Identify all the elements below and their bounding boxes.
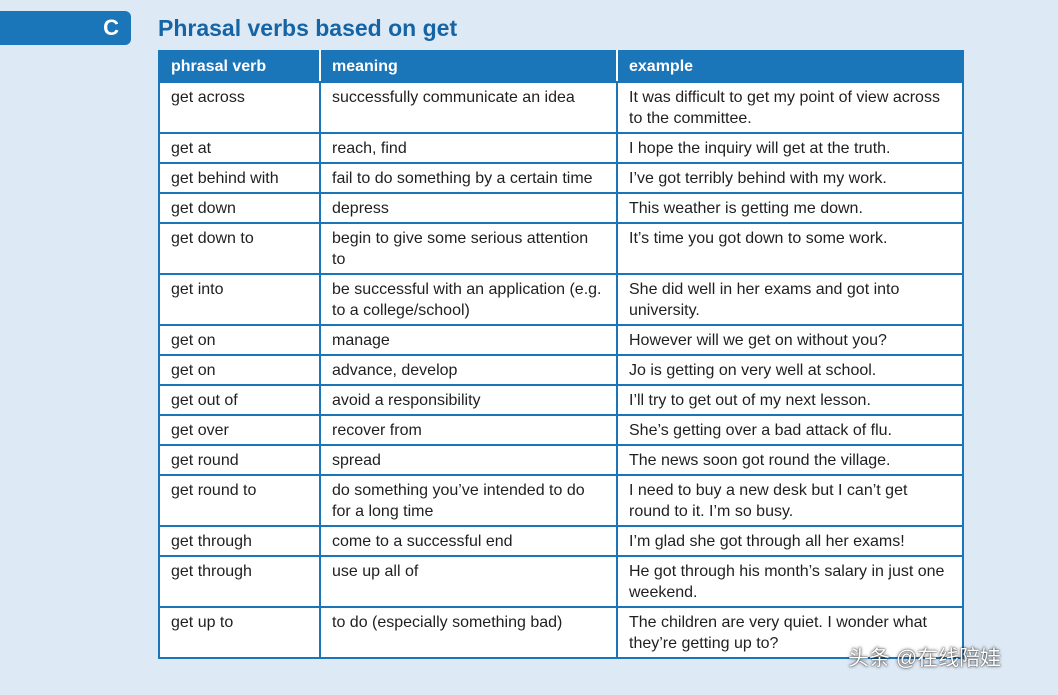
table-row: get round to do something you’ve intende… xyxy=(158,474,964,527)
example-cell: However will we get on without you? xyxy=(616,324,964,356)
table-header-row: phrasal verb meaning example xyxy=(158,50,964,83)
phrasal-verb-cell: get up to xyxy=(158,606,321,659)
example-cell: She did well in her exams and got into u… xyxy=(616,273,964,326)
table-row: get behind with fail to do something by … xyxy=(158,162,964,194)
meaning-cell: reach, find xyxy=(319,132,618,164)
meaning-cell: spread xyxy=(319,444,618,476)
example-cell: It was difficult to get my point of view… xyxy=(616,81,964,134)
example-cell: The children are very quiet. I wonder wh… xyxy=(616,606,964,659)
table-row: get through come to a successful end I’m… xyxy=(158,525,964,557)
phrasal-verb-cell: get round to xyxy=(158,474,321,527)
meaning-cell: depress xyxy=(319,192,618,224)
meaning-cell: do something you’ve intended to do for a… xyxy=(319,474,618,527)
example-cell: I’m glad she got through all her exams! xyxy=(616,525,964,557)
phrasal-verb-cell: get over xyxy=(158,414,321,446)
watermark: 头条 @在线陪娃 xyxy=(848,647,1002,670)
example-cell: He got through his month’s salary in jus… xyxy=(616,555,964,608)
column-header-meaning: meaning xyxy=(319,50,618,83)
phrasal-verb-cell: get through xyxy=(158,555,321,608)
meaning-cell: successfully communicate an idea xyxy=(319,81,618,134)
phrasal-verb-cell: get down xyxy=(158,192,321,224)
phrasal-verb-cell: get out of xyxy=(158,384,321,416)
meaning-cell: to do (especially something bad) xyxy=(319,606,618,659)
meaning-cell: be successful with an application (e.g. … xyxy=(319,273,618,326)
table-row: get over recover from She’s getting over… xyxy=(158,414,964,446)
table-row: get down to begin to give some serious a… xyxy=(158,222,964,275)
column-header-phrasal-verb: phrasal verb xyxy=(158,50,321,83)
phrasal-verb-cell: get on xyxy=(158,324,321,356)
meaning-cell: manage xyxy=(319,324,618,356)
phrasal-verb-cell: get behind with xyxy=(158,162,321,194)
section-letter: C xyxy=(103,15,119,40)
table-row: get into be successful with an applicati… xyxy=(158,273,964,326)
table-row: get through use up all of He got through… xyxy=(158,555,964,608)
column-header-example: example xyxy=(616,50,964,83)
table-row: get on advance, develop Jo is getting on… xyxy=(158,354,964,386)
table-row: get at reach, find I hope the inquiry wi… xyxy=(158,132,964,164)
example-cell: It’s time you got down to some work. xyxy=(616,222,964,275)
example-cell: Jo is getting on very well at school. xyxy=(616,354,964,386)
meaning-cell: recover from xyxy=(319,414,618,446)
phrasal-verbs-table: phrasal verb meaning example get across … xyxy=(158,50,964,659)
page-title: Phrasal verbs based on get xyxy=(158,15,458,41)
example-cell: This weather is getting me down. xyxy=(616,192,964,224)
phrasal-verb-cell: get through xyxy=(158,525,321,557)
section-tab: C xyxy=(0,11,131,45)
table-row: get across successfully communicate an i… xyxy=(158,81,964,134)
meaning-cell: avoid a responsibility xyxy=(319,384,618,416)
meaning-cell: use up all of xyxy=(319,555,618,608)
phrasal-verb-cell: get into xyxy=(158,273,321,326)
phrasal-verb-cell: get across xyxy=(158,81,321,134)
phrasal-verb-cell: get on xyxy=(158,354,321,386)
phrasal-verb-cell: get down to xyxy=(158,222,321,275)
example-cell: I’ll try to get out of my next lesson. xyxy=(616,384,964,416)
table-row: get round spread The news soon got round… xyxy=(158,444,964,476)
meaning-cell: come to a successful end xyxy=(319,525,618,557)
meaning-cell: begin to give some serious attention to xyxy=(319,222,618,275)
meaning-cell: advance, develop xyxy=(319,354,618,386)
example-cell: I need to buy a new desk but I can’t get… xyxy=(616,474,964,527)
example-cell: I’ve got terribly behind with my work. xyxy=(616,162,964,194)
meaning-cell: fail to do something by a certain time xyxy=(319,162,618,194)
phrasal-verb-cell: get round xyxy=(158,444,321,476)
table-row: get on manage However will we get on wit… xyxy=(158,324,964,356)
example-cell: I hope the inquiry will get at the truth… xyxy=(616,132,964,164)
table-row: get out of avoid a responsibility I’ll t… xyxy=(158,384,964,416)
example-cell: She’s getting over a bad attack of flu. xyxy=(616,414,964,446)
table-row: get down depress This weather is getting… xyxy=(158,192,964,224)
example-cell: The news soon got round the village. xyxy=(616,444,964,476)
table-row: get up to to do (especially something ba… xyxy=(158,606,964,659)
phrasal-verb-cell: get at xyxy=(158,132,321,164)
